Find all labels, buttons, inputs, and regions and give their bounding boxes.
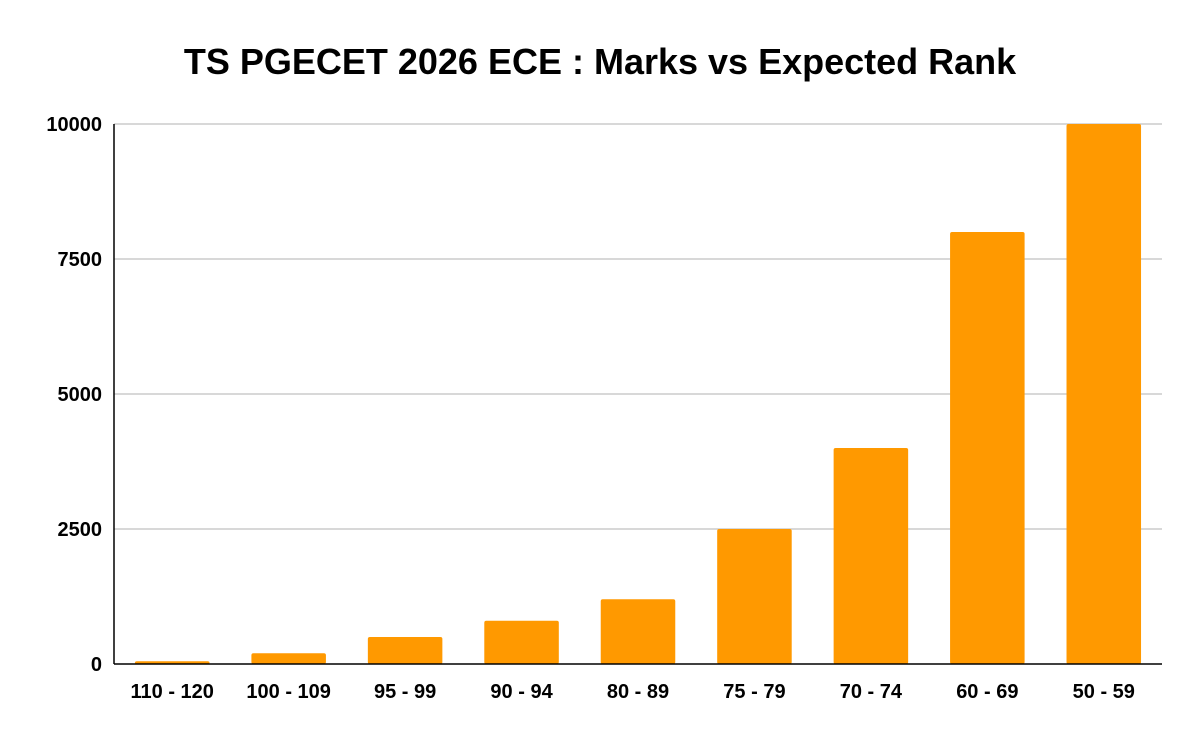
bar: [1066, 124, 1142, 664]
bar: [950, 232, 1025, 664]
x-tick-label: 50 - 59: [1073, 681, 1135, 703]
x-tick-label: 100 - 109: [246, 681, 331, 703]
x-tick-label: 95 - 99: [374, 681, 436, 703]
bar: [833, 448, 909, 664]
bar: [251, 653, 326, 664]
axes: [113, 124, 1162, 665]
y-tick-label: 5000: [58, 384, 103, 406]
x-tick-labels: 110 - 120 100 - 109 95 - 99 90 - 94 80 - 89 7…: [131, 681, 1135, 703]
y-tick-label: 10000: [46, 114, 102, 136]
bar: [600, 599, 676, 664]
x-tick-label: 75 - 79: [723, 681, 785, 703]
x-tick-label: 70 - 74: [840, 681, 903, 703]
bar: [367, 637, 443, 664]
chart-title: TS PGECET 2026 ECE : Marks vs Expected R…: [183, 41, 1017, 82]
y-tick-label: 0: [91, 654, 102, 676]
x-tick-label: 60 - 69: [956, 681, 1018, 703]
bar: [484, 620, 559, 664]
bars: [134, 124, 1142, 664]
y-tick-labels: 0 2500 5000 7500 10000: [46, 114, 102, 676]
bar: [717, 529, 792, 664]
y-tick-label: 2500: [58, 519, 103, 541]
x-tick-label: 90 - 94: [490, 681, 553, 703]
x-tick-label: 110 - 120: [131, 681, 214, 703]
y-tick-label: 7500: [58, 249, 103, 271]
x-tick-label: 80 - 89: [607, 681, 669, 703]
